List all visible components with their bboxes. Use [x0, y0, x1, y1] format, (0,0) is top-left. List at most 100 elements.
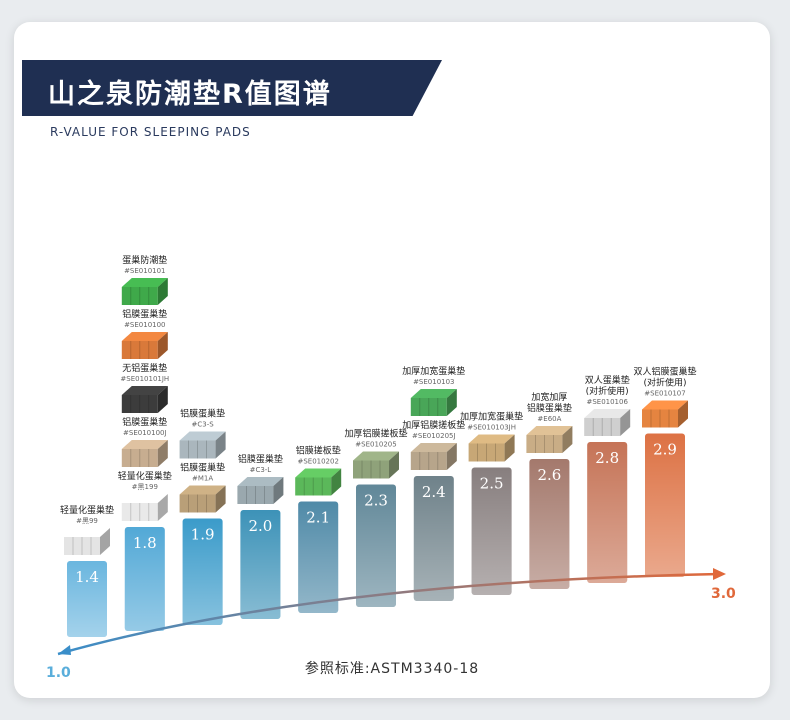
product-name: 加厚加宽蛋巢垫 — [460, 411, 523, 423]
axis-curve — [57, 572, 721, 656]
product-name: 加宽加厚 — [531, 391, 567, 403]
product-pad-side — [389, 451, 399, 479]
bar-highlight — [587, 442, 628, 583]
bar-highlight — [67, 561, 107, 637]
product-pad-side — [157, 332, 168, 359]
title-banner — [22, 60, 442, 116]
product-name: 加厚铝膜搓板垫 — [402, 419, 465, 431]
bar-value-label: 2.0 — [248, 517, 272, 535]
axis-arrow-right — [713, 568, 726, 580]
bar-highlight — [182, 518, 223, 625]
product-pad-side — [331, 468, 342, 496]
bar-value-label: 1.4 — [75, 568, 99, 586]
products-layer: #黑99轻量化蛋巢垫#黑199轻量化蛋巢垫#SE010100J铝膜蛋巢垫#SE0… — [60, 254, 697, 555]
product-pad-top — [179, 485, 226, 495]
bar-value-label: 2.6 — [537, 466, 561, 484]
product-name: 轻量化蛋巢垫 — [60, 504, 114, 516]
product-pad-top — [410, 443, 457, 452]
product-pad-top — [121, 494, 168, 503]
product-code: #M1A — [192, 475, 213, 483]
product-pad-top — [121, 440, 168, 449]
bar-value-label: 2.8 — [595, 449, 619, 467]
product-pad-side — [562, 426, 573, 453]
product-name: 铝膜蛋巢垫 — [122, 308, 167, 320]
product-name: 无铝蛋巢垫 — [122, 362, 167, 374]
product-pad-side — [157, 278, 168, 305]
product-pad-top — [526, 426, 573, 435]
product-code: #SE010101JH — [120, 375, 169, 383]
product-pad-top — [121, 278, 168, 287]
product-pad-side — [100, 528, 110, 555]
product-name: 加厚铝膜搓板垫 — [344, 428, 407, 440]
product-item: #SE010107 双人铝膜蛋巢垫(对折使用) — [633, 366, 697, 428]
product-pad-side — [678, 400, 688, 428]
product-pad-side — [504, 434, 515, 462]
product-code: #SE010205 — [355, 441, 396, 449]
axis-start-label: 1.0 — [46, 665, 71, 681]
reference-standard: 参照标准:ASTM3340-18 — [304, 661, 480, 677]
product-code: #SE010100 — [124, 321, 165, 329]
product-pad-side — [446, 443, 457, 470]
product-code: #SE010205J — [412, 432, 456, 440]
bar-highlight — [124, 527, 165, 631]
product-pad-top — [584, 409, 631, 418]
product-pad-top — [353, 451, 399, 461]
bar-highlight — [645, 433, 685, 577]
product-pad-side — [215, 485, 226, 513]
product-pad-side — [157, 494, 168, 521]
infographic-card: 山之泉防潮垫R值图谱 R-VALUE FOR SLEEPING PADS 1.4… — [14, 22, 770, 698]
bar-value-label: 2.1 — [306, 509, 330, 527]
product-name: 铝膜蛋巢垫 — [122, 416, 167, 428]
product-pad-top — [468, 434, 515, 444]
bar-value-label: 1.8 — [133, 534, 157, 552]
product-pad-side — [157, 386, 168, 413]
bar-value-label: 2.5 — [480, 475, 504, 493]
bar-value-label: 2.3 — [364, 492, 388, 510]
bar-highlight — [298, 501, 339, 613]
product-code: #SE010103JH — [467, 424, 516, 432]
bar-highlight — [413, 476, 454, 601]
product-code: #C3-S — [192, 421, 215, 429]
product-name: 双人铝膜蛋巢垫 — [633, 366, 696, 378]
product-pad-top — [121, 386, 168, 395]
bar-highlight — [471, 467, 512, 595]
product-name: 铝膜蛋巢垫 — [180, 408, 225, 420]
product-name: 铝膜搓板垫 — [296, 445, 341, 457]
product-pad-top — [295, 468, 342, 478]
product-code: #C3-L — [250, 466, 272, 474]
product-pad-side — [215, 431, 226, 459]
product-code: #黑199 — [132, 483, 158, 491]
product-name: 双人蛋巢垫 — [585, 374, 630, 386]
product-pad-top — [410, 389, 457, 398]
bar-highlight — [356, 484, 396, 607]
product-pad-top — [121, 332, 168, 341]
bar-value-label: 2.9 — [653, 441, 677, 459]
product-pad-top — [642, 400, 688, 410]
page-subtitle: R-VALUE FOR SLEEPING PADS — [50, 125, 251, 139]
bar-highlight — [240, 510, 281, 619]
bars-layer: 1.4 1.8 1.9 2.0 2.1 2.3 2.4 2.5 2.6 2.8 2.9 — [67, 433, 685, 637]
product-code: #E60A — [537, 415, 561, 423]
product-code: #SE010202 — [297, 458, 338, 466]
bar-value-label: 2.4 — [422, 483, 446, 501]
bar-value-label: 1.9 — [191, 526, 215, 544]
product-name: 加厚加宽蛋巢垫 — [402, 365, 465, 377]
axis-end-label: 3.0 — [711, 586, 736, 602]
axis-arrow-left — [58, 645, 71, 655]
product-item: #SE010106 双人蛋巢垫(对折使用) — [584, 374, 631, 436]
product-code: #SE010107 — [644, 390, 685, 398]
product-code: #SE010101 — [124, 267, 165, 275]
